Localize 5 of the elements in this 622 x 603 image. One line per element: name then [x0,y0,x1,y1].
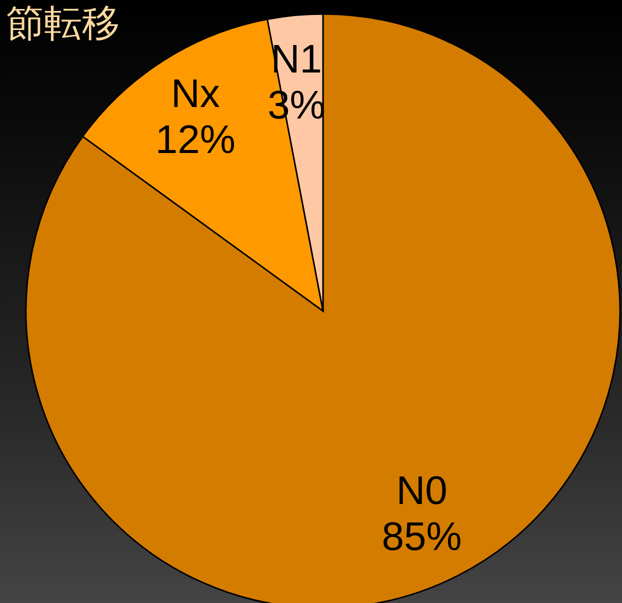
chart-title: 節転移 [6,0,120,46]
data-label: 85% [382,514,462,559]
slice-label: N0 [396,468,448,513]
slice-label: Nx [171,72,220,116]
data-label: 12% [155,118,236,162]
